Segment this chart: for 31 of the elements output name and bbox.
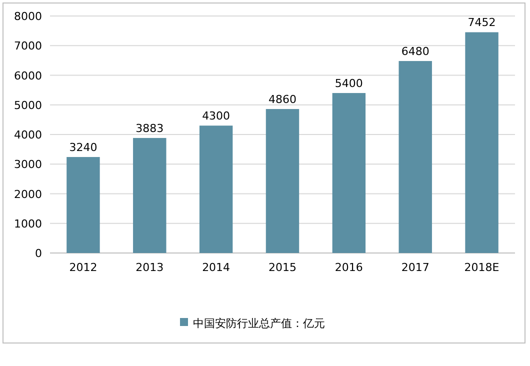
x-tick-label: 2013 — [136, 261, 164, 274]
x-tick-label: 2017 — [401, 261, 430, 274]
x-tick-label: 2012 — [69, 261, 98, 274]
bar — [332, 93, 366, 253]
data-label: 7452 — [468, 16, 496, 30]
x-tick-label: 2015 — [268, 261, 296, 274]
legend-label: 中国安防行业总产值：亿元 — [193, 317, 325, 330]
y-tick-label: 7000 — [14, 40, 42, 53]
bar — [66, 157, 100, 253]
x-tick-label: 2016 — [334, 261, 363, 274]
bar — [199, 126, 233, 253]
data-label: 3883 — [136, 122, 164, 135]
y-tick-label: 8000 — [14, 10, 42, 23]
x-tick-label: 2014 — [202, 261, 230, 274]
bar — [398, 61, 432, 253]
y-tick-label: 1000 — [14, 217, 42, 230]
y-tick-label: 5000 — [14, 98, 42, 112]
y-tick-label: 0 — [35, 247, 42, 260]
bar — [133, 138, 166, 253]
data-label: 4300 — [202, 110, 230, 123]
bar — [266, 109, 300, 253]
data-label: 5400 — [334, 77, 363, 90]
y-tick-label: 3000 — [14, 158, 42, 172]
x-tick-label: 2018E — [464, 261, 500, 274]
y-tick-label: 2000 — [14, 188, 42, 201]
data-label: 3240 — [69, 141, 98, 154]
y-tick-label: 6000 — [14, 69, 42, 82]
data-label: 6480 — [401, 45, 430, 58]
data-label: 4860 — [268, 93, 296, 106]
y-tick-label: 4000 — [14, 128, 42, 142]
bar — [465, 32, 498, 253]
